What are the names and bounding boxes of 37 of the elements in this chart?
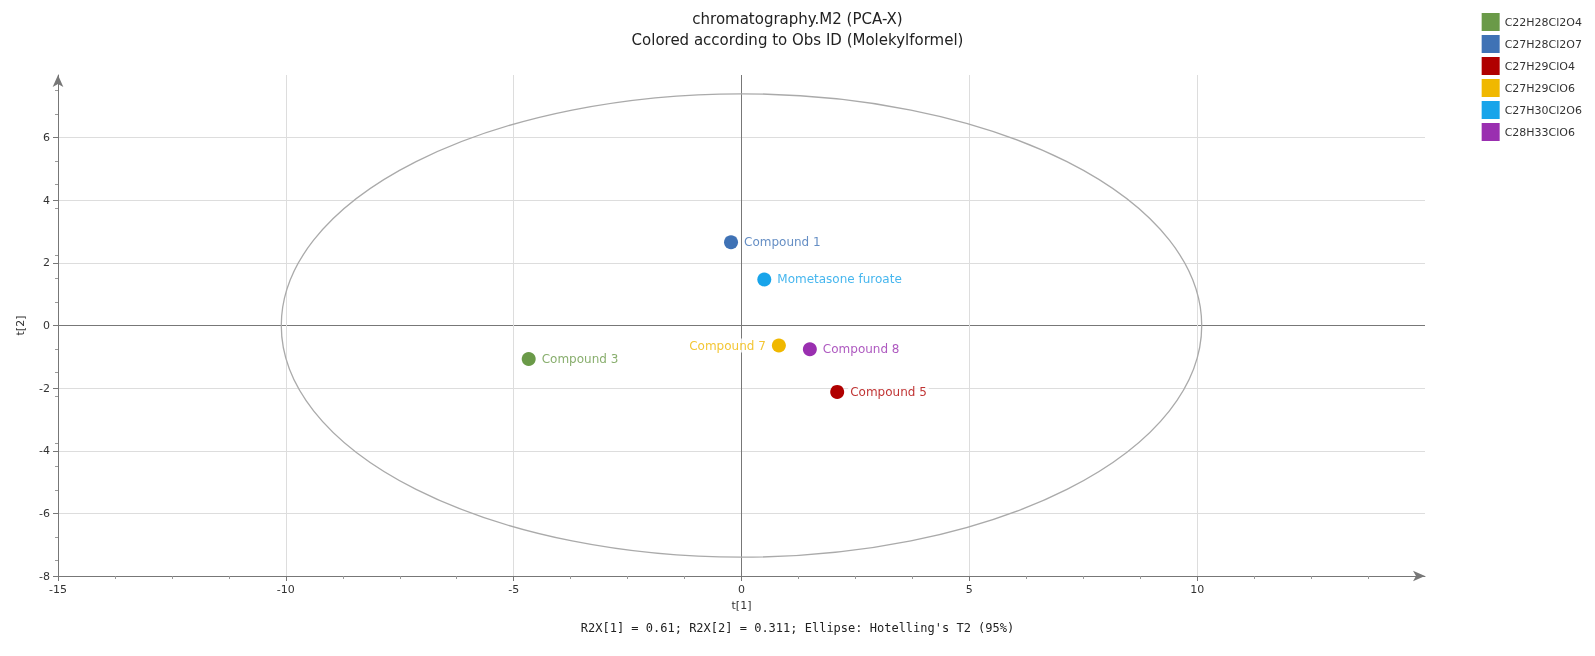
y-tick-label: -8 — [39, 569, 50, 583]
x-tick-label: 5 — [965, 583, 973, 596]
point — [757, 272, 772, 287]
y-tick-label: 0 — [43, 319, 50, 332]
annotation: Compound 7 — [689, 338, 766, 353]
point — [521, 352, 536, 366]
x-tick-label: 10 — [1190, 583, 1205, 596]
legend-label: C28H33ClO6 — [1504, 125, 1576, 139]
annotation: Mometasone furoate — [777, 272, 902, 287]
y-axis-title: t[2] — [14, 315, 27, 336]
x-tick-label: -5 — [508, 583, 520, 596]
legend-label: C27H30Cl2O6 — [1504, 103, 1583, 117]
y-tick-label: -4 — [39, 444, 50, 458]
y-tick-label: 2 — [43, 256, 50, 270]
x-tick-label: -15 — [49, 583, 67, 596]
y-tick-label: -2 — [39, 381, 50, 395]
legend-label: C27H29ClO4 — [1504, 59, 1576, 73]
point — [771, 338, 786, 353]
point — [830, 384, 845, 399]
y-tick-label: -6 — [39, 506, 50, 520]
text: R2X[1] = 0.61; R2X[2] = 0.311; Ellipse: Hotelling's T2 (95%) — [580, 621, 1015, 635]
y-tick-label: 6 — [43, 131, 50, 145]
x-axis-title: t[1] — [731, 598, 752, 612]
chart-subtitle: Colored according to Obs ID (Molekylformel) — [631, 30, 964, 49]
annotation: Compound 3 — [541, 352, 619, 366]
y-tick-label: 4 — [43, 193, 50, 207]
annotation: Compound 5 — [850, 384, 927, 399]
x-tick-label: 0 — [738, 583, 745, 596]
annotation: Compound 8 — [822, 342, 900, 357]
x-tick-label: -10 — [276, 583, 295, 596]
point — [802, 342, 817, 357]
point — [724, 235, 739, 250]
legend-label: C27H28Cl2O7 — [1504, 37, 1583, 51]
annotation: Compound 1 — [744, 235, 821, 250]
legend-label: C22H28Cl2O4 — [1504, 15, 1583, 29]
chart-title: chromatography.M2 (PCA-X) — [692, 9, 903, 28]
legend-label: C27H29ClO6 — [1504, 81, 1576, 95]
